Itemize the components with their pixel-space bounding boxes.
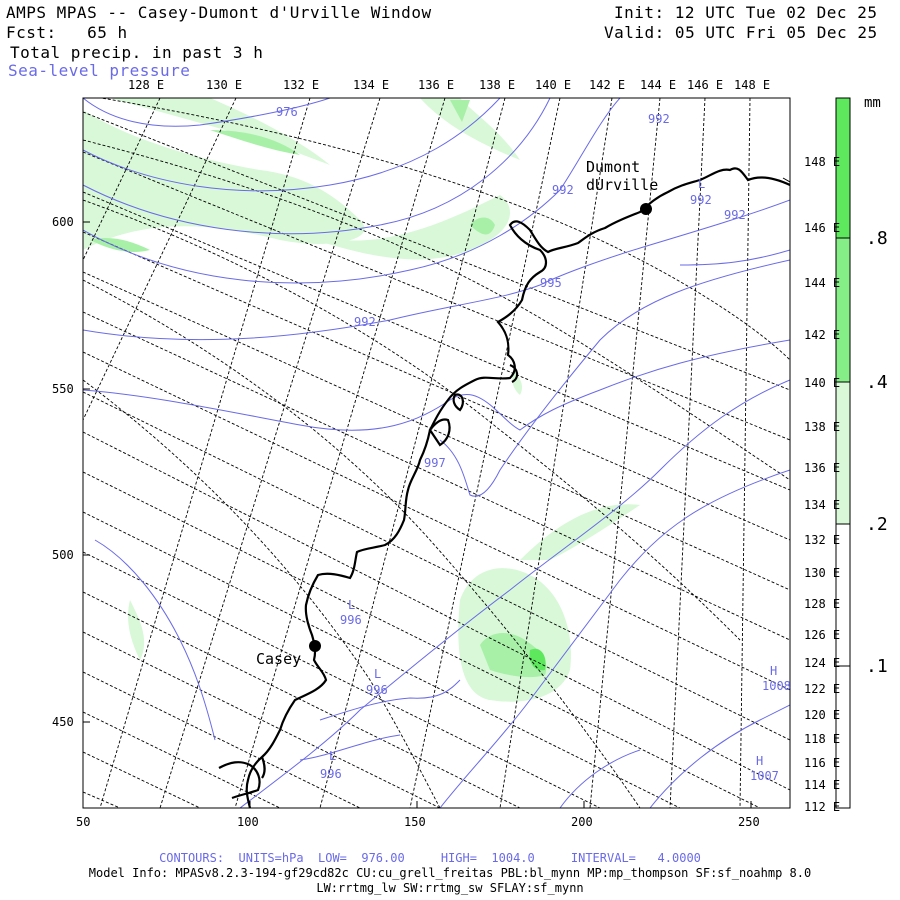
field-name: Total precip. in past 3 h: [10, 43, 264, 62]
right-lon-label: 132 E: [804, 533, 841, 547]
init-time: Init: 12 UTC Tue 02 Dec 25: [614, 3, 878, 22]
right-lon-label: 138 E: [804, 420, 841, 434]
isobar-label: 992: [724, 208, 746, 222]
x-tick-label: 250: [738, 815, 760, 829]
x-tick-label: 200: [571, 815, 593, 829]
right-lon-label: 144 E: [804, 276, 841, 290]
colorbar-swatch-light: [836, 382, 850, 524]
pressure-center-value: 996: [366, 683, 388, 697]
right-lon-label: 134 E: [804, 498, 841, 512]
top-lon-label: 148 E: [734, 78, 771, 92]
colorbar-label: .4: [866, 372, 888, 393]
x-tick-label: 150: [404, 815, 426, 829]
latlon-grid: [83, 98, 790, 808]
pressure-center-value: 1008: [762, 679, 791, 693]
casey-marker[interactable]: [309, 640, 321, 652]
top-lon-label: 144 E: [640, 78, 677, 92]
top-lon-label: 136 E: [418, 78, 455, 92]
colorbar-label: .8: [866, 228, 888, 249]
pressure-center-value: 996: [320, 767, 342, 781]
right-lon-label: 128 E: [804, 597, 841, 611]
top-lon-label: 138 E: [479, 78, 516, 92]
isobar-label: 992: [354, 315, 376, 329]
pressure-center-type: H: [756, 754, 764, 768]
overlay-name: Sea-level pressure: [8, 61, 191, 80]
pressure-center-type: L: [329, 749, 337, 763]
dumont-durville-label: Dumont dUrville: [586, 158, 659, 194]
dumont-durville-marker[interactable]: [640, 203, 652, 215]
right-lon-label: 126 E: [804, 628, 841, 642]
top-lon-label: 132 E: [283, 78, 320, 92]
model-info: Model Info: MPASv8.2.3-194-gf29cd82c CU:…: [88, 866, 812, 880]
map-title: AMPS MPAS -- Casey-Dumont d'Urville Wind…: [6, 3, 432, 22]
right-lon-label: 120 E: [804, 708, 841, 722]
y-tick-label: 600: [52, 215, 74, 229]
colorbar: [835, 97, 851, 809]
y-tick-label: 550: [52, 382, 74, 396]
y-tick-label: 500: [52, 548, 74, 562]
right-lon-label: 146 E: [804, 221, 841, 235]
isobar-label: 992: [690, 193, 712, 207]
colorbar-swatch-heavy: [836, 98, 850, 238]
map-frame: [82, 97, 791, 809]
top-lon-label: 134 E: [353, 78, 390, 92]
x-tick-label: 100: [237, 815, 259, 829]
right-lon-label: 124 E: [804, 656, 841, 670]
right-lon-label: 118 E: [804, 732, 841, 746]
isobar-label: 995: [540, 276, 562, 290]
valid-time: Valid: 05 UTC Fri 05 Dec 25: [604, 23, 878, 42]
right-lon-label: 140 E: [804, 376, 841, 390]
pressure-center-type: H: [770, 664, 778, 678]
isobar-label: 992: [648, 112, 670, 126]
right-lon-label: 130 E: [804, 566, 841, 580]
right-lon-label: 114 E: [804, 778, 841, 792]
isobar-label: 997: [424, 456, 446, 470]
right-lon-label: 148 E: [804, 155, 841, 169]
right-lon-label: 112 E: [804, 800, 841, 814]
top-lon-label: 128 E: [128, 78, 165, 92]
top-lon-label: 140 E: [535, 78, 572, 92]
pressure-center-type: L: [698, 177, 706, 191]
y-tick-label: 450: [52, 715, 74, 729]
pressure-center-type: L: [348, 598, 356, 612]
isobar-label: 976: [276, 105, 298, 119]
x-tick-label: 50: [76, 815, 91, 829]
pressure-center-type: L: [374, 667, 382, 681]
colorbar-label: .1: [866, 656, 888, 677]
colorbar-swatch-mid-heavy: [836, 238, 850, 382]
isobars: [83, 98, 790, 808]
contour-info: CONTOURS: UNITS=hPa LOW= 976.00 HIGH= 10…: [159, 851, 701, 865]
right-lon-label: 142 E: [804, 328, 841, 342]
pressure-center-value: 996: [340, 613, 362, 627]
top-lon-label: 146 E: [687, 78, 724, 92]
coastline: [218, 167, 790, 808]
model-info-physics: LW:rrtmg_lw SW:rrtmg_sw SFLAY:sf_mynn: [316, 881, 584, 895]
top-lon-label: 142 E: [589, 78, 626, 92]
isobar-label: 992: [552, 183, 574, 197]
right-lon-label: 116 E: [804, 756, 841, 770]
right-lon-label: 122 E: [804, 682, 841, 696]
pressure-center-value: 1007: [750, 769, 779, 783]
forecast-hour: Fcst: 65 h: [6, 23, 128, 42]
right-lon-label: 136 E: [804, 461, 841, 475]
top-lon-label: 130 E: [206, 78, 243, 92]
casey-label: Casey: [256, 650, 302, 668]
colorbar-label: .2: [866, 514, 888, 535]
colorbar-units: mm: [864, 95, 881, 111]
